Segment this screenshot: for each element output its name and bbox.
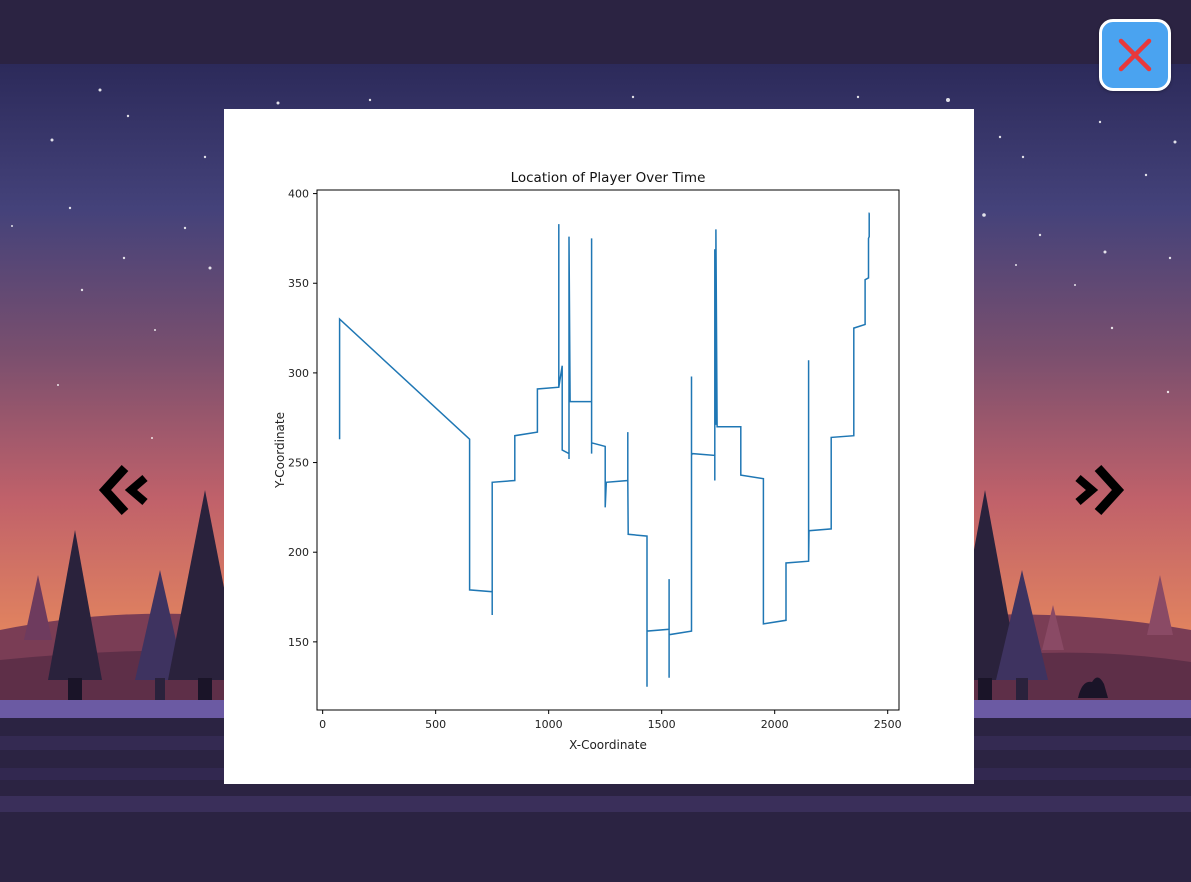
y-tick-label: 150 xyxy=(288,636,309,649)
series-layer xyxy=(338,212,870,687)
chart-modal: Location of Player Over Time 0 500 1000 150… xyxy=(224,109,974,784)
y-tick-label: 300 xyxy=(288,367,309,380)
y-tick-label: 400 xyxy=(288,188,309,201)
x-tick-label: 2500 xyxy=(874,718,902,731)
double-chevron-left-icon xyxy=(98,464,148,516)
x-tick-label: 2000 xyxy=(761,718,789,731)
player-path-line xyxy=(338,212,870,687)
close-button[interactable] xyxy=(1099,19,1171,91)
double-chevron-right-icon xyxy=(1075,464,1125,516)
x-axis-label: X-Coordinate xyxy=(569,738,647,752)
x-tick-label: 500 xyxy=(425,718,446,731)
x-tick-label: 1500 xyxy=(648,718,676,731)
previous-arrow-button[interactable] xyxy=(95,460,155,520)
chart-title: Location of Player Over Time xyxy=(511,170,706,186)
x-tick-label: 1000 xyxy=(535,718,563,731)
y-tick-label: 350 xyxy=(288,277,309,290)
y-tick-label: 200 xyxy=(288,546,309,559)
x-tick-label: 0 xyxy=(319,718,326,731)
y-tick-label: 250 xyxy=(288,457,309,470)
plot-frame xyxy=(316,189,900,711)
y-axis-label: Y-Coordinate xyxy=(273,412,287,489)
x-axis: 0 500 1000 1500 2000 2500 xyxy=(319,710,902,731)
y-axis: 150 200 250 300 350 400 xyxy=(288,188,317,649)
line-chart: Location of Player Over Time 0 500 1000 150… xyxy=(273,170,902,752)
next-arrow-button[interactable] xyxy=(1068,460,1128,520)
close-icon xyxy=(1118,38,1152,72)
